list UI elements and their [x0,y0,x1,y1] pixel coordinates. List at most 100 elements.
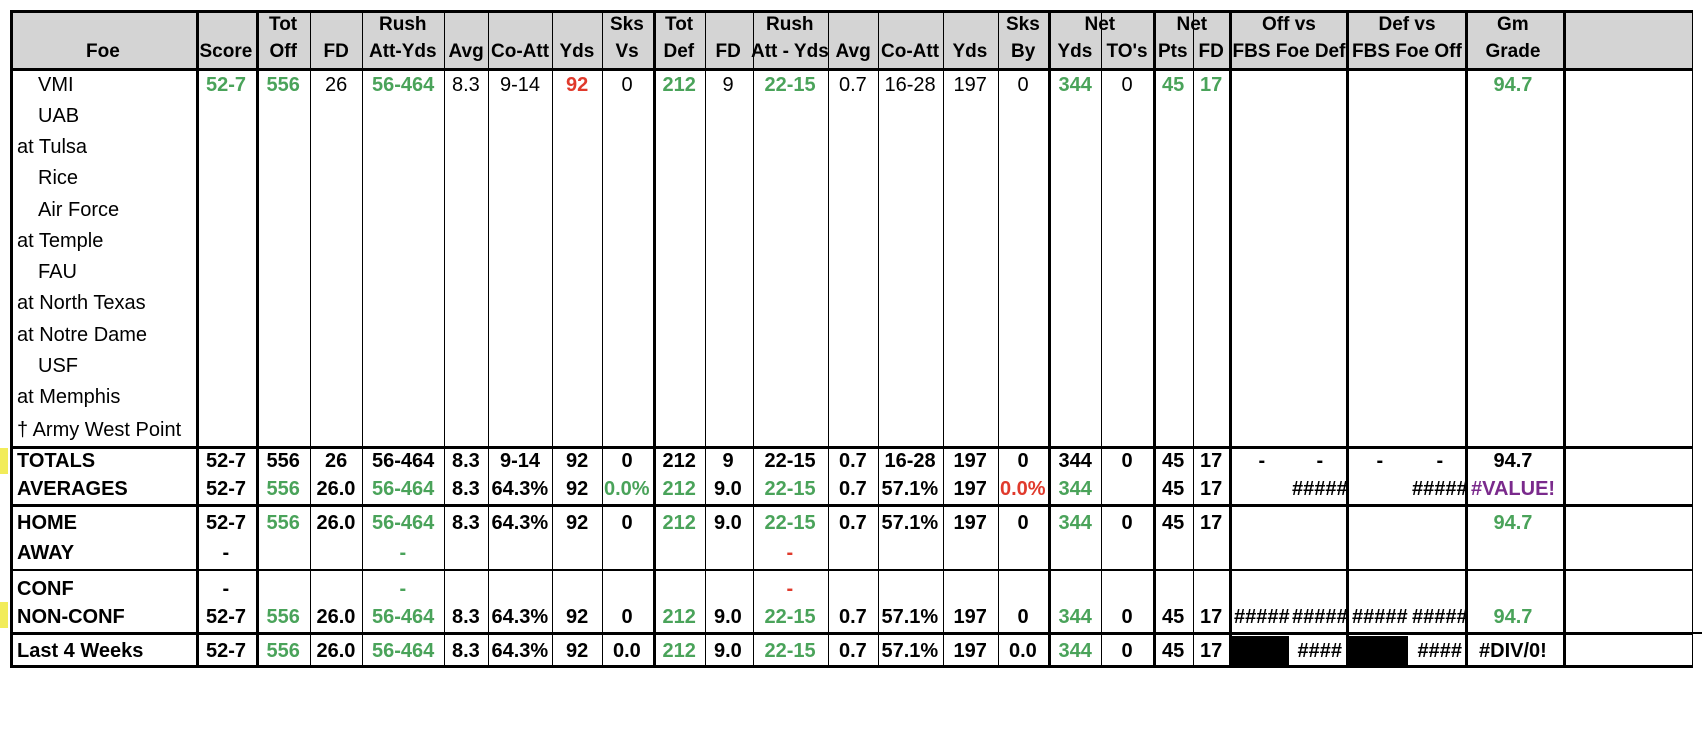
column-divider [753,10,754,668]
averages-def2: ##### [1412,478,1468,500]
header-def-co-att: Co-Att [881,41,940,62]
nonconf-drush: 22-15 [764,606,816,628]
header-net: Net [1084,14,1116,35]
game-avg: 8.3 [452,74,480,96]
foe-name: at Tulsa [17,136,88,158]
header-def-rush-att-yds: Att - Yds [751,41,829,62]
totals-net-yds: 344 [1058,450,1092,472]
conf-label: CONF [17,578,74,600]
home-sks-by: 0 [1017,512,1029,534]
header-def-vs: FBS Foe Off [1352,41,1462,62]
home-davg: 0.7 [839,512,867,534]
column-divider [1229,10,1232,668]
column-divider [1048,10,1051,668]
totals-tot-off: 556 [266,450,300,472]
last4-net-yds: 344 [1058,640,1092,662]
column-divider [10,10,13,668]
row-highlight [0,602,8,628]
totals-co-att: 9-14 [500,450,541,472]
column-divider [444,10,445,668]
totals-sks-by: 0 [1017,450,1029,472]
away-drush: - [786,542,794,564]
foe-name: FAU [38,261,77,283]
header-tot-off: Tot [269,14,298,35]
nonconf-rush: 56-464 [372,606,435,628]
nonconf-score: 52-7 [206,606,247,628]
averages-davg: 0.7 [839,478,867,500]
averages-dyds: 197 [953,478,987,500]
column-divider [552,10,553,668]
nonconf-co-att: 64.3% [491,606,549,628]
totals-grade: 94.7 [1493,450,1533,472]
last4-pts: 45 [1162,640,1185,662]
game-grade: 94.7 [1493,74,1533,96]
column-divider [362,10,363,668]
row-divider [10,68,1692,71]
home-rush: 56-464 [372,512,435,534]
header-def-vs: Def vs [1378,14,1436,35]
column-divider [488,10,489,668]
header-sks-by: Sks [1006,14,1040,35]
nonconf-tot-off: 556 [266,606,300,628]
foe-name: Rice [38,167,79,189]
last4-tot-off: 556 [266,640,300,662]
game-rush: 56-464 [372,74,435,96]
home-grade: 94.7 [1493,512,1533,534]
game-tot-def: 212 [662,74,696,96]
last4-davg: 0.7 [839,640,867,662]
header-foe: Foe [86,41,120,62]
header-def-rush: Rush [766,14,814,35]
totals-def2: - [1436,450,1444,472]
header-rush: Rush [379,14,427,35]
game-net-yds: 344 [1058,74,1092,96]
row-highlight [0,448,8,474]
stats-table: Foe Score Tot Off FD Rush Att-Yds Avg Co-Att Yds S… [0,10,1702,724]
averages-net-yds: 344 [1058,478,1092,500]
last4-grade: #DIV/0! [1479,640,1547,662]
totals-score: 52-7 [206,450,247,472]
home-sks-vs: 0 [621,512,633,534]
column-divider [1101,10,1102,668]
nonconf-net-to: 0 [1121,606,1133,628]
nonconf-avg: 8.3 [452,606,480,628]
last4-nfd: 17 [1200,640,1223,662]
game-yds: 92 [566,74,589,96]
game-def-yds: 197 [953,74,987,96]
home-pts: 45 [1162,512,1185,534]
game-co-att: 9-14 [500,74,541,96]
header-sks-vs: Vs [615,41,639,62]
row-divider [10,504,1692,507]
averages-nfd: 17 [1200,478,1223,500]
header-net-fd: FD [1198,41,1224,62]
game-score: 52-7 [206,74,247,96]
header-co-att: Co-Att [491,41,550,62]
header-def-avg: Avg [835,41,871,62]
column-divider [1692,10,1693,668]
column-divider [828,10,829,668]
totals-davg: 0.7 [839,450,867,472]
last4-label: Last 4 Weeks [17,640,144,662]
column-divider [602,10,603,668]
nonconf-nfd: 17 [1200,606,1223,628]
last4-dco-att: 57.1% [881,640,939,662]
totals-net-to: 0 [1121,450,1133,472]
header-net-pts: Net [1176,14,1208,35]
nonconf-sks-vs: 0 [621,606,633,628]
game-net-to: 0 [1121,74,1133,96]
nonconf-net-yds: 344 [1058,606,1092,628]
last4-score: 52-7 [206,640,247,662]
totals-fd: 26 [325,450,348,472]
home-net-to: 0 [1121,512,1133,534]
home-yds: 92 [566,512,589,534]
game-def-fd: 9 [722,74,734,96]
totals-drush: 22-15 [764,450,816,472]
last4-rush: 56-464 [372,640,435,662]
nonconf-dyds: 197 [953,606,987,628]
column-divider [196,10,199,668]
totals-yds: 92 [566,450,589,472]
filled-cell [1231,636,1289,666]
nonconf-dco-att: 57.1% [881,606,939,628]
averages-fd: 26.0 [316,478,356,500]
foe-name: at Notre Dame [17,324,148,346]
averages-yds: 92 [566,478,589,500]
